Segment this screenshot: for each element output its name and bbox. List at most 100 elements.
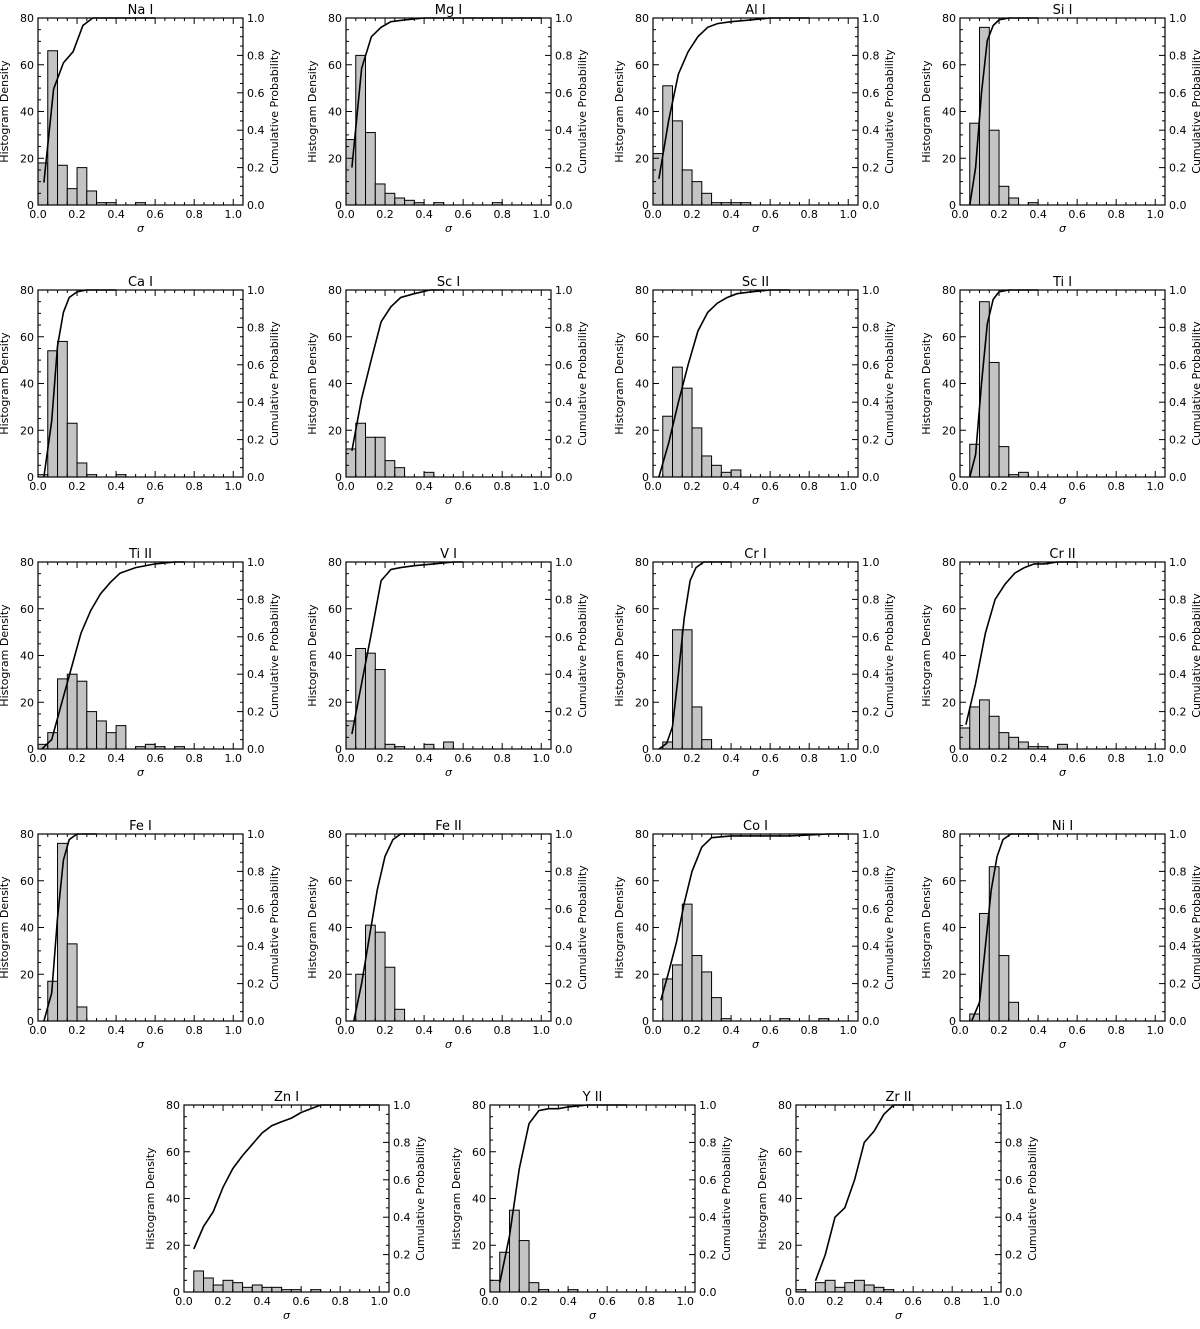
- histogram-bar: [959, 727, 971, 750]
- y2-axis-label: Cumulative Probability: [720, 1136, 733, 1261]
- y-tick-label: 80: [942, 12, 956, 25]
- y-tick-label: 80: [20, 12, 34, 25]
- y2-tick-label: 0.0: [862, 1015, 880, 1028]
- y2-axis-label: Cumulative Probability: [1190, 865, 1200, 990]
- y-tick-label: 0: [335, 1015, 342, 1028]
- histogram-bar: [969, 706, 981, 750]
- x-axis-label: σ: [283, 1309, 291, 1322]
- x-tick-label: 0.8: [185, 208, 203, 221]
- chart-panel-16: 0.0 0.2 0.4 0.6 0.8 1.0 0 20 40 60 80 0.0 0.2 0.4 0.6 0…: [144, 1090, 427, 1322]
- y2-tick-label: 1.0: [247, 556, 265, 569]
- x-axis-label: σ: [752, 494, 760, 507]
- cumulative-line: [43, 17, 156, 183]
- x-tick-label: 0.8: [1107, 1024, 1125, 1037]
- y2-tick-label: 0.2: [555, 978, 573, 991]
- histogram-bar: [251, 1284, 263, 1293]
- y2-tick-label: 0.8: [862, 321, 880, 334]
- y2-tick-label: 1.0: [247, 828, 265, 841]
- y-tick-label: 60: [472, 1146, 486, 1159]
- y2-tick-label: 0.6: [1169, 359, 1187, 372]
- y2-tick-label: 0.4: [247, 668, 265, 681]
- histogram-bar: [824, 1279, 836, 1293]
- y2-tick-label: 0.0: [862, 471, 880, 484]
- chart-panel-12: 0.0 0.2 0.4 0.6 0.8 1.0 0 20 40 60 80 0.0 0.2 0.4 0.6 0…: [0, 819, 281, 1051]
- y-tick-label: 80: [942, 828, 956, 841]
- y2-tick-label: 0.0: [555, 1015, 573, 1028]
- y2-tick-label: 0.6: [862, 903, 880, 916]
- x-tick-label: 0.2: [683, 208, 701, 221]
- y2-tick-label: 0.8: [555, 49, 573, 62]
- y-tick-label: 0: [949, 1015, 956, 1028]
- histogram-bar: [384, 460, 396, 478]
- y-tick-label: 20: [328, 968, 342, 981]
- x-tick-label: 0.6: [454, 1024, 472, 1037]
- x-axis-label: σ: [137, 494, 145, 507]
- y2-tick-label: 0.4: [1005, 1211, 1023, 1224]
- x-tick-label: 0.0: [337, 208, 355, 221]
- histogram-bar: [443, 741, 454, 750]
- y-tick-label: 0: [335, 199, 342, 212]
- x-axis-label: σ: [752, 1038, 760, 1051]
- panel-title: Zn I: [274, 1090, 299, 1105]
- histogram-bar: [1018, 741, 1029, 750]
- histogram-bar: [423, 743, 435, 750]
- chart-panel-1: 0.0 0.2 0.4 0.6 0.8 1.0 0 20 40 60 80 0.0 0.2 0.4 0.6 0…: [306, 3, 589, 235]
- y-tick-label: 60: [778, 1146, 792, 1159]
- y-tick-label: 40: [20, 106, 34, 119]
- histogram-bar: [701, 739, 713, 750]
- histogram-bar: [423, 471, 435, 478]
- y2-axis-label: Cumulative Probability: [414, 1136, 427, 1261]
- y-tick-label: 0: [949, 471, 956, 484]
- x-tick-label: 0.8: [800, 1024, 818, 1037]
- chart-panel-7: 0.0 0.2 0.4 0.6 0.8 1.0 0 20 40 60 80 0.0 0.2 0.4 0.6 0…: [920, 275, 1200, 507]
- x-tick-label: 0.2: [214, 1295, 232, 1308]
- histogram-bar: [374, 183, 386, 206]
- y-tick-label: 40: [635, 378, 649, 391]
- y2-tick-label: 1.0: [1005, 1099, 1023, 1112]
- x-tick-label: 0.0: [951, 480, 969, 493]
- y2-tick-label: 0.2: [247, 978, 265, 991]
- x-tick-label: 0.2: [683, 480, 701, 493]
- x-tick-label: 0.0: [644, 480, 662, 493]
- histogram-bar: [998, 185, 1010, 206]
- x-tick-label: 0.8: [185, 480, 203, 493]
- panel-title: Cr II: [1049, 547, 1075, 562]
- y-tick-label: 20: [328, 424, 342, 437]
- y-tick-label: 20: [328, 152, 342, 165]
- histogram-bar: [76, 680, 88, 750]
- y2-tick-label: 0.4: [862, 940, 880, 953]
- x-tick-label: 0.0: [951, 1024, 969, 1037]
- y2-tick-label: 0.6: [1169, 87, 1187, 100]
- y-tick-label: 40: [20, 650, 34, 663]
- y-tick-label: 60: [20, 59, 34, 72]
- chart-panel-15: 0.0 0.2 0.4 0.6 0.8 1.0 0 20 40 60 80 0.0 0.2 0.4 0.6 0…: [920, 819, 1200, 1051]
- y-axis-label: Histogram Density: [613, 604, 626, 707]
- y-tick-label: 20: [942, 424, 956, 437]
- x-tick-label: 0.4: [107, 752, 125, 765]
- y2-tick-label: 1.0: [555, 556, 573, 569]
- histogram-bar: [489, 1279, 501, 1293]
- x-tick-label: 1.0: [676, 1295, 694, 1308]
- y-tick-label: 20: [20, 424, 34, 437]
- x-tick-label: 0.4: [415, 1024, 433, 1037]
- y-tick-label: 0: [642, 1015, 649, 1028]
- x-tick-label: 0.6: [1068, 1024, 1086, 1037]
- x-tick-label: 0.8: [493, 208, 511, 221]
- x-axis-label: σ: [895, 1309, 903, 1322]
- y2-tick-label: 0.6: [247, 631, 265, 644]
- y-tick-label: 40: [635, 650, 649, 663]
- y2-axis-label: Cumulative Probability: [268, 865, 281, 990]
- y2-tick-label: 0.4: [1169, 668, 1187, 681]
- y-tick-label: 60: [942, 603, 956, 616]
- x-axis-label: σ: [137, 222, 145, 235]
- x-tick-label: 0.8: [1107, 208, 1125, 221]
- histogram-bar: [691, 955, 703, 1022]
- y2-tick-label: 0.4: [555, 124, 573, 137]
- y-tick-label: 40: [635, 922, 649, 935]
- y-tick-label: 20: [635, 968, 649, 981]
- x-tick-label: 0.6: [761, 752, 779, 765]
- y2-tick-label: 0.8: [862, 865, 880, 878]
- histogram-bar: [115, 725, 127, 750]
- panel-title: Ti II: [128, 547, 152, 562]
